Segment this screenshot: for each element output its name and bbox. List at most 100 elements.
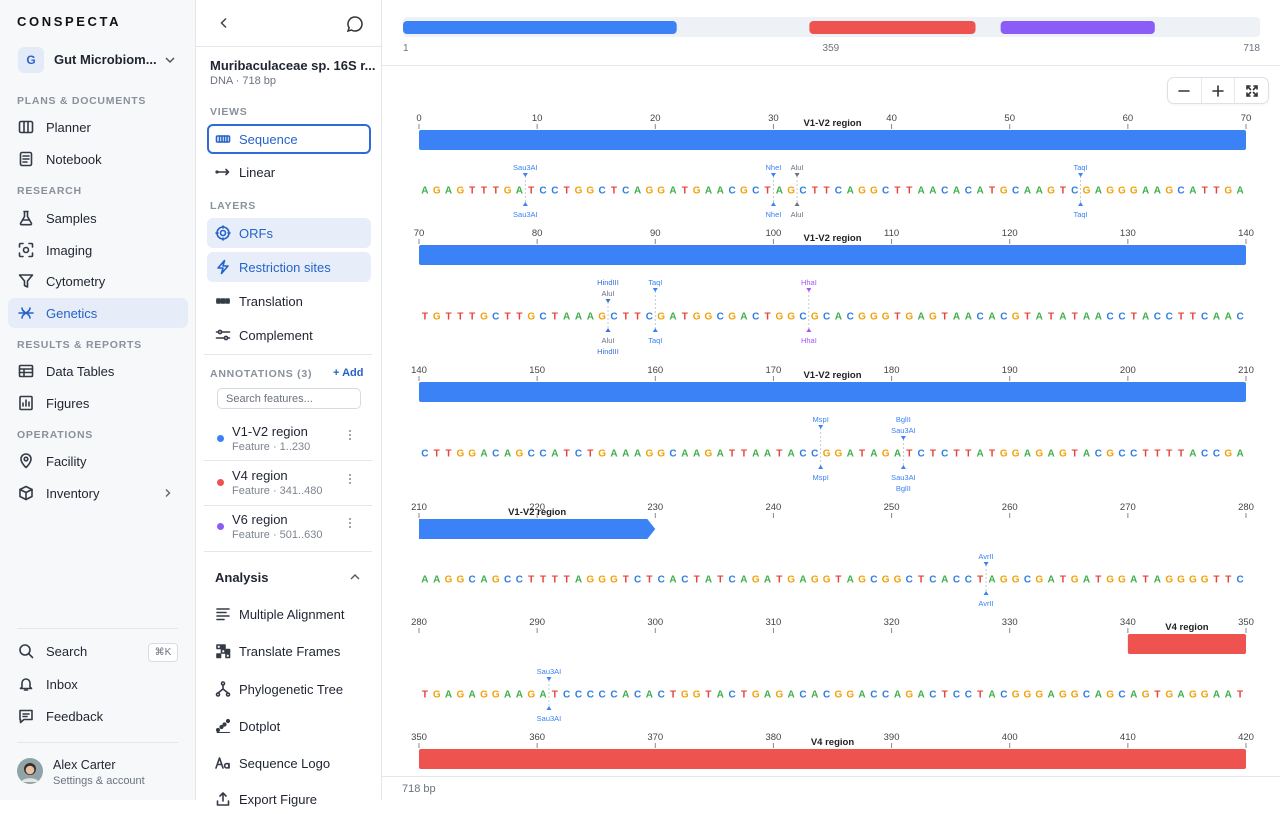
workspace-name[interactable]: Gut Microbiom... [54, 52, 157, 67]
site-label: Sau3AI [891, 473, 916, 482]
annotation-detail: Feature · 501..630 [232, 529, 323, 541]
overview-tick-label: 718 [1243, 43, 1260, 54]
base: G [1024, 690, 1032, 701]
nav-item[interactable]: Inbox [8, 669, 188, 699]
base: A [1130, 575, 1137, 586]
nav-item[interactable]: Imaging [8, 235, 188, 265]
analysis-tool[interactable]: Translate Frames [207, 636, 371, 666]
analysis-tool[interactable]: Export Figure [207, 784, 371, 814]
cut-arrow [983, 591, 989, 595]
ruler-label: 370 [647, 732, 663, 743]
user-name[interactable]: Alex Carter [53, 758, 116, 772]
search-item[interactable]: Search [8, 636, 188, 666]
zoom-in[interactable] [1202, 78, 1236, 103]
nav-label: Notebook [46, 151, 102, 167]
nav-item[interactable]: Feedback [8, 701, 188, 731]
base: G [1224, 186, 1232, 197]
base: T [812, 186, 818, 197]
base: G [480, 690, 488, 701]
nav-item[interactable]: Inventory [8, 478, 188, 508]
base: C [799, 186, 806, 197]
base: T [1060, 186, 1066, 197]
base: C [1083, 690, 1090, 701]
nav-section: PLANS & DOCUMENTS [17, 95, 147, 107]
analysis-tool[interactable]: Multiple Alignment [207, 599, 371, 629]
base: G [1106, 690, 1114, 701]
user-avatar[interactable] [17, 758, 43, 784]
ruler-label: 290 [529, 617, 545, 628]
base: A [1036, 186, 1043, 197]
expand-chevron[interactable] [163, 488, 173, 498]
nav-item[interactable]: Facility [8, 446, 188, 476]
site-label: TaqI [648, 278, 662, 287]
layer-toggle-on[interactable]: ORFs [207, 218, 371, 248]
nav-item-active[interactable]: Genetics [8, 298, 188, 328]
ruler-label: 220 [529, 502, 545, 513]
base: C [823, 312, 830, 323]
base: A [740, 575, 747, 586]
ruler-label: 80 [532, 228, 543, 239]
nav-item[interactable]: Samples [8, 203, 188, 233]
base: C [882, 186, 889, 197]
base: C [870, 575, 877, 586]
base: A [634, 186, 641, 197]
base: G [835, 449, 843, 460]
base: C [469, 575, 476, 586]
tool-label: Translate Frames [239, 643, 341, 659]
shortcut-badge: ⌘K [148, 643, 178, 662]
ruler-label: 100 [765, 228, 781, 239]
back-button[interactable] [217, 16, 231, 30]
base: G [929, 312, 937, 323]
base: C [953, 690, 960, 701]
view-option-selected[interactable]: Sequence [207, 124, 371, 154]
analysis-tool[interactable]: Phylogenetic Tree [207, 674, 371, 704]
base: T [989, 449, 995, 460]
analysis-tool[interactable]: Dotplot [207, 711, 371, 741]
analysis-tool[interactable]: Sequence Logo [207, 748, 371, 778]
base: G [527, 690, 535, 701]
feature-bar [419, 749, 1246, 769]
layer-toggle[interactable]: Translation [207, 286, 371, 316]
ruler-label: 250 [884, 502, 900, 513]
view-option[interactable]: Linear [207, 157, 371, 187]
analysis-header[interactable]: Analysis [215, 570, 269, 585]
zoom-out[interactable] [1168, 78, 1202, 103]
fit-view[interactable] [1235, 78, 1268, 103]
nav-item[interactable]: Data Tables [8, 356, 188, 386]
sidebar: CONSPECTA G Gut Microbiom... PLANS & DOC… [0, 0, 196, 800]
layer-toggle-on[interactable]: Restriction sites [207, 252, 371, 282]
ruler-label: 210 [1238, 365, 1254, 376]
base: C [953, 575, 960, 586]
base: T [1178, 449, 1184, 460]
base: A [622, 690, 629, 701]
base: A [847, 186, 854, 197]
base: G [823, 449, 831, 460]
add-annotation[interactable]: + Add [333, 367, 364, 379]
cut-arrow [605, 328, 611, 332]
user-subtitle[interactable]: Settings & account [53, 775, 145, 787]
base: A [504, 449, 511, 460]
layer-toggle[interactable]: Complement [207, 320, 371, 350]
feature-bar [419, 382, 1246, 402]
base: A [480, 449, 487, 460]
nav-item[interactable]: Figures [8, 388, 188, 418]
cut-arrow [1078, 202, 1084, 206]
workspace-chevron[interactable] [164, 54, 176, 66]
nav-item[interactable]: Notebook [8, 144, 188, 174]
nav-item[interactable]: Planner [8, 112, 188, 142]
feature-search[interactable]: Search features... [217, 388, 361, 409]
base: A [445, 690, 452, 701]
more-menu[interactable] [348, 428, 352, 442]
base: A [870, 449, 877, 460]
nav-item[interactable]: Cytometry [8, 266, 188, 296]
collapse-chevron[interactable] [349, 571, 361, 583]
base: C [1213, 449, 1220, 460]
base: A [847, 449, 854, 460]
base: G [905, 312, 913, 323]
base: T [930, 449, 936, 460]
more-menu[interactable] [348, 472, 352, 486]
more-menu[interactable] [348, 516, 352, 530]
comments-button[interactable] [346, 15, 364, 33]
base: C [1166, 312, 1173, 323]
base: A [1083, 449, 1090, 460]
